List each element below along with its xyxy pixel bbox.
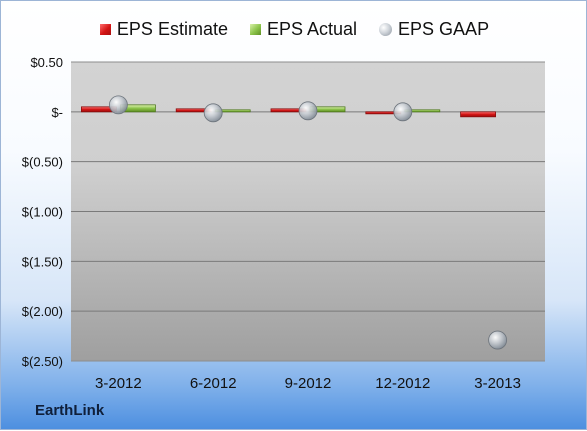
gaap-point [109,95,128,115]
chart-legend: EPS Estimate EPS Actual EPS GAAP [1,17,587,41]
x-axis-ticks: 3-2012 6-2012 9-2012 12-2012 3-2013 [95,375,521,392]
legend-item-gaap: EPS GAAP [379,19,489,40]
x-tick-label: 9-2012 [285,375,332,392]
estimate-swatch-icon [99,23,111,35]
y-tick-label: $0.50 [30,55,63,70]
y-tick-label: $(2.00) [22,304,63,319]
gaap-point [298,101,318,121]
y-tick-label: $- [51,105,63,120]
y-tick-label: $(1.50) [22,254,63,269]
legend-label-gaap: EPS GAAP [398,18,490,39]
company-label: EarthLink [35,402,105,419]
legend-label-estimate: EPS Estimate [116,18,228,39]
gaap-point [488,330,508,350]
y-axis-ticks: $0.50 $- $(0.50) $(1.00) $(1.50) $(2.00) $(2.5… [22,55,63,369]
legend-item-estimate: EPS Estimate [99,18,228,40]
legend-label-actual: EPS Actual [266,18,358,39]
y-tick-label: $(1.00) [22,205,63,220]
actual-swatch-icon [249,23,261,35]
x-tick-label: 3-2013 [474,375,521,392]
gaap-points [109,95,508,350]
gaap-marker-icon [379,22,393,36]
x-tick-label: 3-2012 [95,375,142,392]
gridlines [71,61,545,362]
x-tick-label: 6-2012 [190,375,237,392]
x-tick-label: 12-2012 [375,375,430,392]
estimate-bar [460,111,497,118]
gaap-point [393,102,413,122]
bar-series [81,104,497,118]
legend-item-actual: EPS Actual [249,18,358,40]
y-tick-label: $(2.50) [22,354,63,369]
y-tick-label: $(0.50) [22,155,63,170]
gaap-point [203,103,223,123]
